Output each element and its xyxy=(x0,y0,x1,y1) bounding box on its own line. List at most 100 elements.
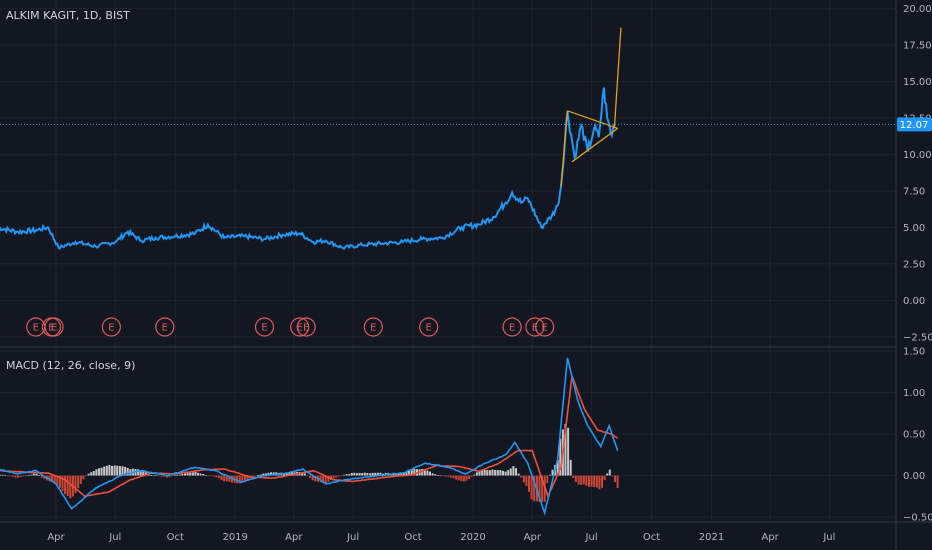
macd-histogram-bar xyxy=(165,475,168,478)
macd-histogram-bar xyxy=(251,475,254,478)
macd-histogram-bar xyxy=(538,475,541,502)
macd-histogram-bar xyxy=(14,475,17,478)
macd-histogram-bar xyxy=(504,471,507,476)
earnings-circle[interactable] xyxy=(254,317,275,337)
macd-histogram-bar xyxy=(515,468,517,476)
macd-title: MACD (12, 26, close, 9) xyxy=(6,359,135,372)
earnings-letter: E xyxy=(51,323,57,334)
macd-histogram-bar xyxy=(502,470,504,476)
time-axis[interactable]: Apr Jul Oct 2019 Apr Jul Oct 2020 Apr Jul Oct 2021 A… xyxy=(47,532,835,543)
macd-histogram-bar xyxy=(335,475,338,478)
earnings-letter: E xyxy=(162,323,168,334)
macd-histogram-bar xyxy=(113,465,116,476)
earnings-letter: E xyxy=(542,323,548,334)
earnings-letter: E xyxy=(48,323,54,334)
macd-histogram-bar xyxy=(512,466,515,476)
macd-histogram-bar xyxy=(264,473,267,476)
macd-histogram-bar xyxy=(262,473,265,476)
macd-histogram-bar xyxy=(595,475,598,488)
earnings-circle[interactable] xyxy=(296,317,316,337)
earnings-marker[interactable]: E xyxy=(290,317,310,337)
earnings-markers[interactable]: E EE E E E E E E E E E E xyxy=(26,317,555,337)
macd-histogram-bar xyxy=(434,474,437,476)
earnings-circle[interactable] xyxy=(101,317,121,337)
earnings-circle[interactable] xyxy=(44,317,64,337)
macd-histogram-bar xyxy=(152,475,155,477)
macd-histogram-bar xyxy=(343,474,345,476)
earnings-circle[interactable] xyxy=(535,317,555,337)
macd-histogram-bar xyxy=(376,472,379,476)
earnings-letter: E xyxy=(303,323,309,334)
earnings-marker[interactable]: E xyxy=(155,317,175,337)
earnings-circle[interactable] xyxy=(502,317,522,337)
macd-histogram-bar xyxy=(40,475,43,478)
earnings-marker[interactable]: E xyxy=(502,317,522,337)
macd-histogram-bar xyxy=(238,475,241,484)
macd-histogram-bar xyxy=(171,475,173,477)
macd-histogram-bar xyxy=(491,469,494,476)
earnings-letter: E xyxy=(426,323,432,334)
macd-histogram-bar xyxy=(439,475,442,477)
earnings-circle[interactable] xyxy=(363,317,383,337)
pattern-trendline[interactable] xyxy=(560,110,569,187)
earnings-circle[interactable] xyxy=(290,317,310,337)
macd-histogram-bar xyxy=(371,472,374,476)
macd-histogram-bar xyxy=(436,475,439,476)
x-tick-label: Oct xyxy=(643,532,660,543)
macd-histogram-bar xyxy=(507,470,510,476)
pattern-trendline[interactable] xyxy=(567,110,618,129)
macd-histogram-bar xyxy=(210,475,213,477)
macd-histogram-bar xyxy=(116,465,119,476)
earnings-marker[interactable]: E xyxy=(363,317,383,337)
macd-histogram-bar xyxy=(314,475,317,482)
pattern-trendline[interactable] xyxy=(613,27,622,129)
macd-histogram-bar xyxy=(22,475,25,477)
macd-tick-label: 1.00 xyxy=(903,388,925,399)
macd-histogram-bar xyxy=(337,475,340,477)
macd-histogram-bar xyxy=(530,475,533,500)
x-tick-label: 2021 xyxy=(699,532,724,543)
pattern-trendline[interactable] xyxy=(571,127,619,163)
earnings-letter: E xyxy=(261,323,267,334)
earnings-marker[interactable]: E xyxy=(525,317,545,337)
macd-histogram-bar xyxy=(30,474,33,476)
macd-histogram-bar xyxy=(160,475,163,477)
macd-histogram-bar xyxy=(6,475,9,477)
earnings-marker[interactable]: E xyxy=(44,317,64,337)
macd-histogram-bar xyxy=(212,475,215,477)
macd-histogram-bar xyxy=(444,475,447,477)
macd-histogram-bar xyxy=(121,466,124,476)
x-tick-label: Apr xyxy=(47,532,65,543)
earnings-circle[interactable] xyxy=(419,317,439,337)
earnings-marker[interactable]: E xyxy=(535,317,555,337)
macd-histogram-bar xyxy=(358,472,361,476)
macd-tick-label: 1.50 xyxy=(903,347,925,358)
earnings-circle[interactable] xyxy=(525,317,545,337)
earnings-marker[interactable]: E xyxy=(254,317,275,337)
macd-histogram-bar xyxy=(475,472,478,476)
macd-histogram-bar xyxy=(225,475,228,482)
macd-histogram-bar xyxy=(447,475,450,477)
price-tick-label: 17.50 xyxy=(903,41,932,52)
macd-histogram-bar xyxy=(449,475,452,478)
macd-histogram-bar xyxy=(494,470,497,476)
macd-histogram-bar xyxy=(580,475,583,485)
earnings-marker[interactable]: E xyxy=(101,317,121,337)
macd-histogram-bar xyxy=(126,467,129,476)
macd-histogram-bar xyxy=(56,475,59,486)
earnings-marker[interactable]: E xyxy=(419,317,439,337)
macd-line xyxy=(0,357,619,516)
macd-histogram-bar xyxy=(100,467,103,476)
macd-histogram-bar xyxy=(202,474,205,476)
macd-histogram-bar xyxy=(199,473,202,476)
macd-axis[interactable]: −0.50 0.00 0.50 1.00 1.50 xyxy=(903,347,932,524)
macd-histogram-bar xyxy=(157,475,160,477)
earnings-letter: E xyxy=(33,323,39,334)
macd-histogram-bar xyxy=(567,427,570,476)
macd-histogram-bar xyxy=(184,473,186,476)
x-tick-label: Jul xyxy=(585,532,598,543)
earnings-circle[interactable] xyxy=(155,317,175,337)
earnings-marker[interactable]: E xyxy=(296,317,316,337)
macd-histogram-bar xyxy=(105,465,108,476)
macd-histogram-bar xyxy=(311,475,314,481)
